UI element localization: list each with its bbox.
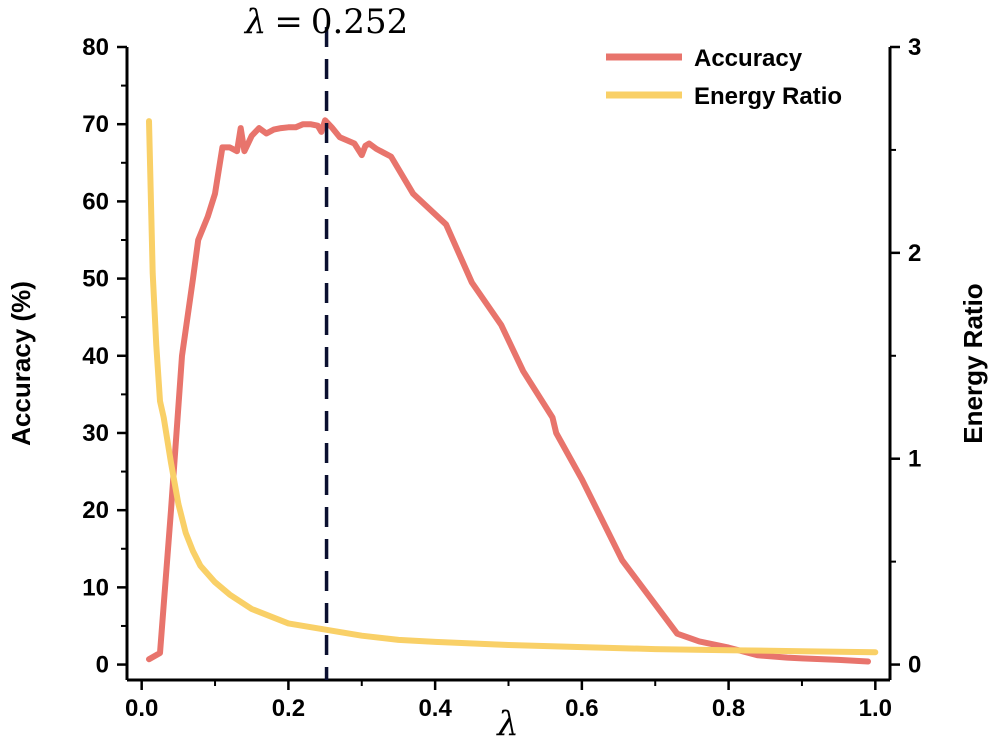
y-right-tick-label: 0 <box>908 652 921 679</box>
x-tick-label: 0.4 <box>418 695 452 722</box>
y-left-tick-label: 40 <box>82 343 109 370</box>
y-axis-right-title: Energy Ratio <box>958 283 988 443</box>
annotation-equals: = <box>274 2 303 42</box>
annotation-value: 0.252 <box>311 2 408 42</box>
y-left-tick-label: 80 <box>82 34 109 61</box>
y-left-tick-label: 0 <box>96 652 109 679</box>
x-tick-label: 0.8 <box>712 695 745 722</box>
series-layer <box>146 117 879 665</box>
x-tick-label: 0.0 <box>125 695 158 722</box>
series-line-accuracy <box>146 117 871 665</box>
annotation-symbol: λ <box>243 2 267 42</box>
x-axis-title: λ <box>495 704 519 743</box>
legend-label: Energy Ratio <box>694 83 842 110</box>
y-left-tick-label: 20 <box>82 497 109 524</box>
y-right-tick-label: 1 <box>908 446 921 473</box>
y-axis-left-title: Accuracy (%) <box>6 281 36 446</box>
y-left-tick-label: 10 <box>82 574 109 601</box>
vline-annotation-label: λ = 0.252 <box>243 2 408 42</box>
series-line-energy-ratio <box>146 118 879 656</box>
y-right-tick-label: 3 <box>908 34 921 61</box>
axes-layer: 0.0 0.2 0.4 0.6 0.8 1.0 0 10 20 30 40 50 60 70 80 0 1 2 3 <box>82 34 921 722</box>
y-left-tick-label: 30 <box>82 420 109 447</box>
y-left-tick-label: 70 <box>82 111 109 138</box>
x-tick-label: 0.6 <box>565 695 598 722</box>
x-tick-label: 1.0 <box>859 695 892 722</box>
legend-label: Accuracy <box>694 45 803 72</box>
x-tick-label: 0.2 <box>272 695 305 722</box>
y-left-tick-label: 60 <box>82 188 109 215</box>
legend: Accuracy Energy Ratio <box>606 45 842 110</box>
annotation-layer: λ = 0.252 <box>243 2 408 680</box>
y-right-tick-label: 2 <box>908 240 921 267</box>
y-left-tick-label: 50 <box>82 266 109 293</box>
